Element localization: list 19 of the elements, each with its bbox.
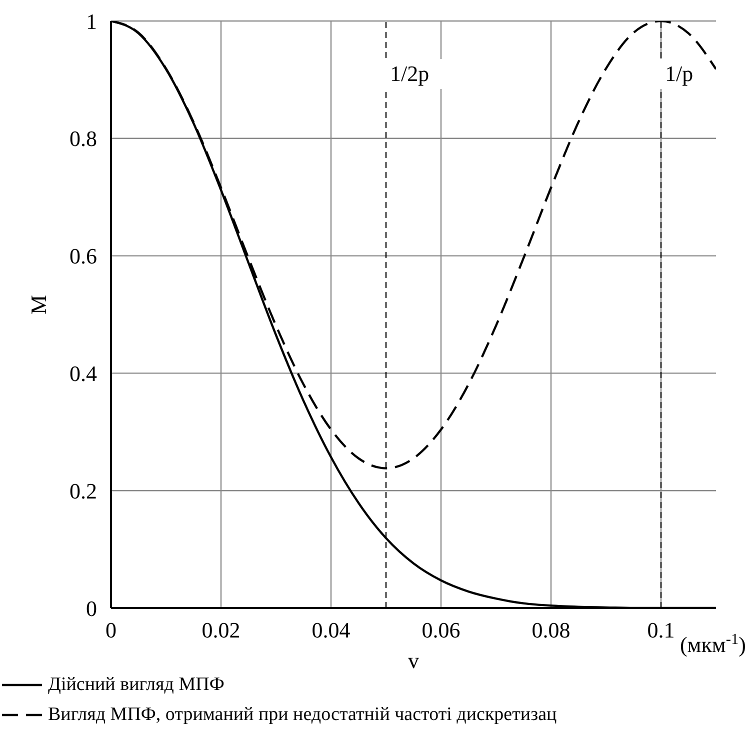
y-tick-label: 0 [86,596,97,621]
x-axis-title: v [408,648,419,673]
x-tick-label: 0.06 [422,618,460,643]
x-tick-label: 0.04 [312,618,350,643]
ref-line-label: 1/p [665,61,694,86]
ref-line-label: 1/2p [390,61,430,86]
y-tick-label: 0.6 [70,244,97,269]
x-tick-label: 0 [106,618,116,643]
legend-label: Дійсний вигляд МПФ [48,673,224,697]
x-tick-label: 0.02 [202,618,240,643]
y-tick-label: 0.4 [70,361,97,386]
x-tick-label: 0.1 [647,618,675,643]
y-tick-label: 0.2 [70,478,97,504]
y-axis-title: M [26,294,51,314]
y-tick-label: 1 [86,8,97,34]
x-tick-label: 0.08 [532,618,570,643]
legend-label: Вигляд МПФ, отриманий при недостатній частоті дискретизац [48,703,557,727]
y-tick-label: 0.8 [70,126,97,152]
text: (мкм$^{-1}$) [680,630,746,657]
